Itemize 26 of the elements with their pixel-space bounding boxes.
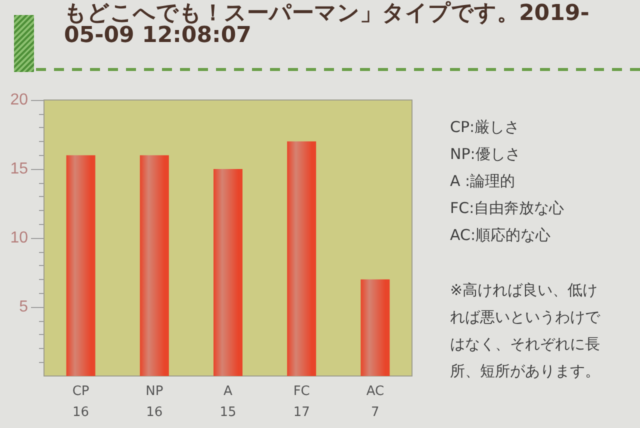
x-tick-label: NP	[146, 384, 164, 399]
text: CP:厳しさ	[450, 117, 521, 138]
y-tick-label: 10	[10, 230, 28, 246]
y-tick-label: 5	[19, 298, 28, 316]
data-label: 7	[371, 405, 380, 420]
chart-title: もどこへでも！スーパーマン」タイプです。2019-05-09 12:08:07	[64, 1, 590, 48]
bar	[140, 155, 169, 376]
data-label: 16	[72, 405, 90, 420]
data-label: 15	[220, 405, 236, 420]
x-tick-label: FC	[293, 384, 310, 399]
text: A :論理的	[450, 171, 516, 192]
data-label: 16	[146, 405, 163, 420]
bar	[214, 169, 242, 376]
bar	[66, 155, 96, 376]
text: ※高ければ良い、低ければ悪いというわけではなく、それぞれに長所、短所があります。	[450, 280, 602, 382]
x-tick-label: A	[224, 384, 233, 399]
bar	[287, 141, 316, 376]
text: AC:順応的な心	[450, 225, 552, 246]
text: NP:優しさ	[450, 144, 522, 165]
y-tick-label: 20	[10, 92, 28, 108]
y-tick-label: 15	[10, 160, 28, 178]
text: FC:自由奔放な心	[450, 198, 566, 219]
x-tick-label: CP	[72, 384, 90, 399]
bar	[360, 279, 390, 376]
x-tick-label: AC	[366, 384, 384, 399]
data-label: 17	[293, 405, 310, 420]
